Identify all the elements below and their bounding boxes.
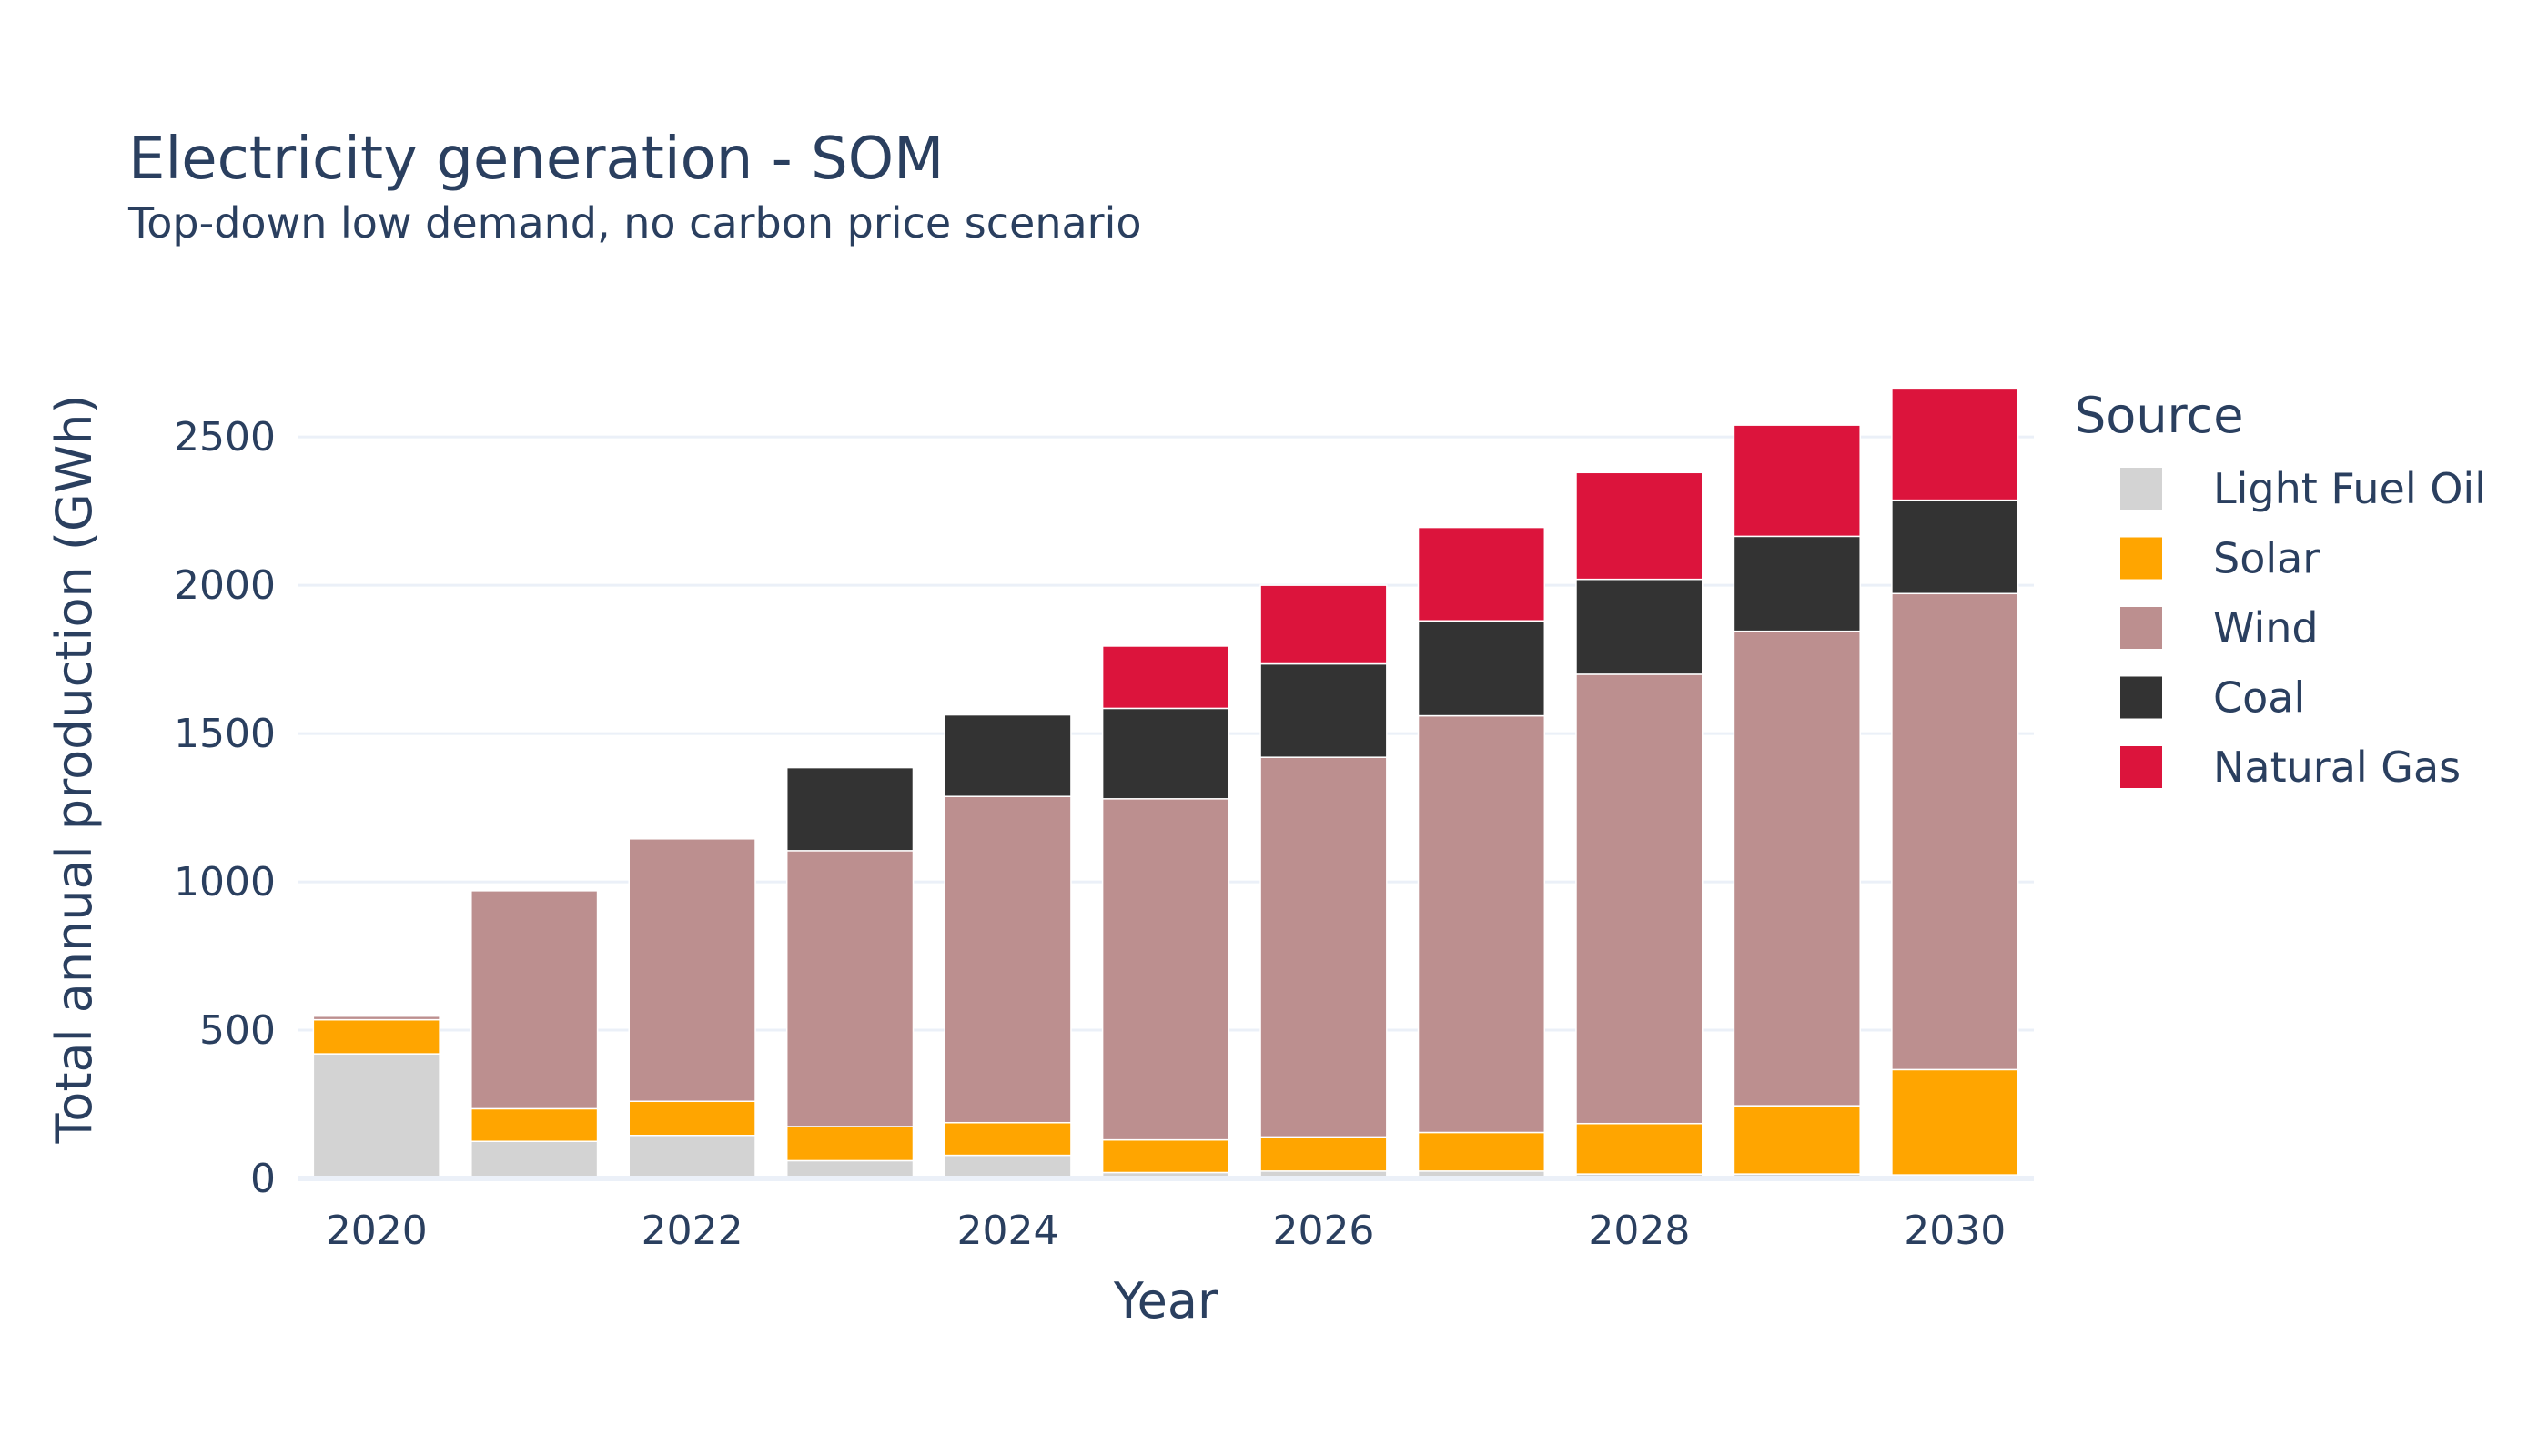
- bar-natural-gas: [1575, 471, 1704, 581]
- bar-light-fuel-oil: [312, 1053, 440, 1179]
- legend-label-light-fuel-oil: Light Fuel Oil: [2213, 464, 2486, 513]
- bar-solar: [1417, 1131, 1546, 1172]
- bar-wind: [1259, 756, 1388, 1138]
- legend-swatch-natural-gas: [2120, 746, 2162, 788]
- y-tick-label: 2500: [174, 414, 276, 460]
- bar-coal: [1575, 578, 1704, 675]
- legend-label-natural-gas: Natural Gas: [2213, 743, 2461, 792]
- bar-wind: [944, 795, 1072, 1124]
- bar-solar: [1575, 1122, 1704, 1175]
- chart-subtitle: Top-down low demand, no carbon price sce…: [128, 198, 1142, 248]
- bar-coal: [785, 766, 915, 852]
- y-tick-label: 2000: [174, 562, 276, 609]
- bar-coal: [1417, 620, 1546, 717]
- legend-label-coal: Coal: [2213, 673, 2305, 723]
- bar-natural-gas: [1417, 526, 1546, 622]
- legend-label-solar: Solar: [2213, 534, 2320, 583]
- bar-light-fuel-oil: [944, 1154, 1072, 1179]
- legend-swatch-wind: [2120, 607, 2162, 649]
- x-tick-label: 2028: [1588, 1208, 1690, 1254]
- bar-coal: [1259, 662, 1388, 758]
- y-tick-label: 500: [199, 1007, 276, 1054]
- bar-wind: [1417, 714, 1546, 1134]
- bar-natural-gas: [1733, 424, 1861, 538]
- y-tick-label: 1500: [174, 711, 276, 757]
- legend-swatch-solar: [2120, 537, 2162, 580]
- legend-swatch-coal: [2120, 676, 2162, 719]
- y-tick-label: 0: [250, 1156, 276, 1202]
- bar-solar: [1259, 1136, 1388, 1172]
- bar-wind: [1101, 798, 1230, 1141]
- bar-coal: [1101, 707, 1230, 800]
- bar-wind: [470, 890, 599, 1110]
- bar-wind: [628, 838, 756, 1103]
- bar-natural-gas: [1101, 645, 1230, 710]
- bar-coal: [1733, 535, 1861, 632]
- bar-solar: [1101, 1138, 1230, 1174]
- bar-natural-gas: [1259, 584, 1388, 665]
- x-tick-label: 2024: [957, 1208, 1059, 1254]
- bar-coal: [1891, 499, 2019, 595]
- bar-coal: [944, 713, 1072, 797]
- y-tick-label: 1000: [174, 859, 276, 905]
- bar-light-fuel-oil: [470, 1140, 599, 1179]
- bar-solar: [944, 1121, 1072, 1157]
- x-tick-label: 2030: [1904, 1208, 2006, 1254]
- bar-solar: [1891, 1068, 2019, 1176]
- legend-label-wind: Wind: [2213, 603, 2319, 652]
- bar-wind: [312, 1015, 440, 1021]
- y-axis-title: Total annual production (GWh): [46, 394, 103, 1144]
- bar-wind: [1733, 630, 1861, 1107]
- axes: 0 500 1000 1500 2000 2500 2020 2022 2024 2026 2028…: [46, 394, 2034, 1330]
- bar-wind: [785, 850, 915, 1127]
- bars: [312, 388, 2019, 1179]
- x-tick-label: 2022: [642, 1208, 743, 1254]
- bar-solar: [470, 1107, 599, 1143]
- bar-wind: [1575, 673, 1704, 1125]
- chart-title: Electricity generation - SOM: [128, 126, 945, 193]
- bar-wind: [1891, 592, 2019, 1071]
- bar-solar: [628, 1100, 756, 1137]
- bar-solar: [1733, 1105, 1861, 1175]
- legend: Source Light Fuel Oil Solar Wind Coal Natural…: [2075, 387, 2486, 792]
- legend-title: Source: [2075, 387, 2243, 444]
- bar-solar: [785, 1126, 915, 1162]
- x-tick-label: 2020: [326, 1208, 428, 1254]
- x-tick-label: 2026: [1272, 1208, 1374, 1254]
- bar-solar: [312, 1018, 440, 1055]
- bar-natural-gas: [1891, 388, 2019, 501]
- x-axis-title: Year: [1113, 1272, 1218, 1330]
- bar-light-fuel-oil: [628, 1134, 756, 1179]
- legend-swatch-light-fuel-oil: [2120, 468, 2162, 510]
